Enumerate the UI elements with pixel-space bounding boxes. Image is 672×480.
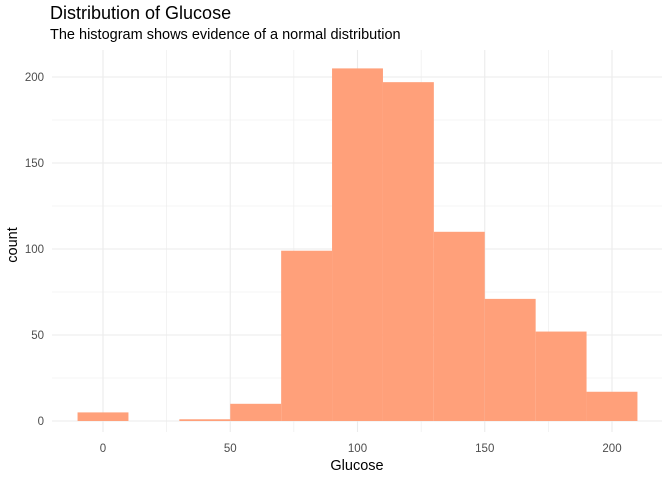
x-tick-label: 150 — [475, 443, 494, 455]
histogram-bar — [281, 250, 333, 421]
histogram-bar — [77, 412, 129, 421]
histogram-bar — [332, 68, 383, 422]
histogram-bar — [230, 403, 282, 421]
y-axis-ticks: 0 50 100 150 200 — [25, 72, 44, 428]
chart-subtitle: The histogram shows evidence of a normal… — [50, 27, 401, 43]
histogram-bar — [382, 82, 434, 421]
y-tick-label: 200 — [25, 72, 44, 84]
y-axis-title: count — [5, 227, 21, 262]
x-tick-label: 100 — [348, 443, 367, 455]
y-tick-label: 150 — [25, 158, 44, 170]
histogram-bar — [586, 391, 638, 421]
x-tick-label: 50 — [224, 443, 237, 455]
histogram-bar — [535, 331, 587, 421]
y-tick-label: 100 — [25, 244, 44, 256]
x-axis-ticks: 0 50 100 150 200 — [100, 443, 622, 455]
x-axis-title: Glucose — [330, 458, 383, 474]
histogram-bar — [433, 231, 485, 421]
x-tick-label: 200 — [602, 443, 621, 455]
y-tick-label: 0 — [38, 416, 44, 428]
x-tick-label: 0 — [100, 443, 106, 455]
histogram-bars — [77, 68, 638, 422]
histogram-bar — [484, 298, 536, 421]
chart-title: Distribution of Glucose — [50, 3, 232, 23]
y-tick-label: 50 — [31, 330, 44, 342]
histogram-bar — [179, 419, 231, 421]
